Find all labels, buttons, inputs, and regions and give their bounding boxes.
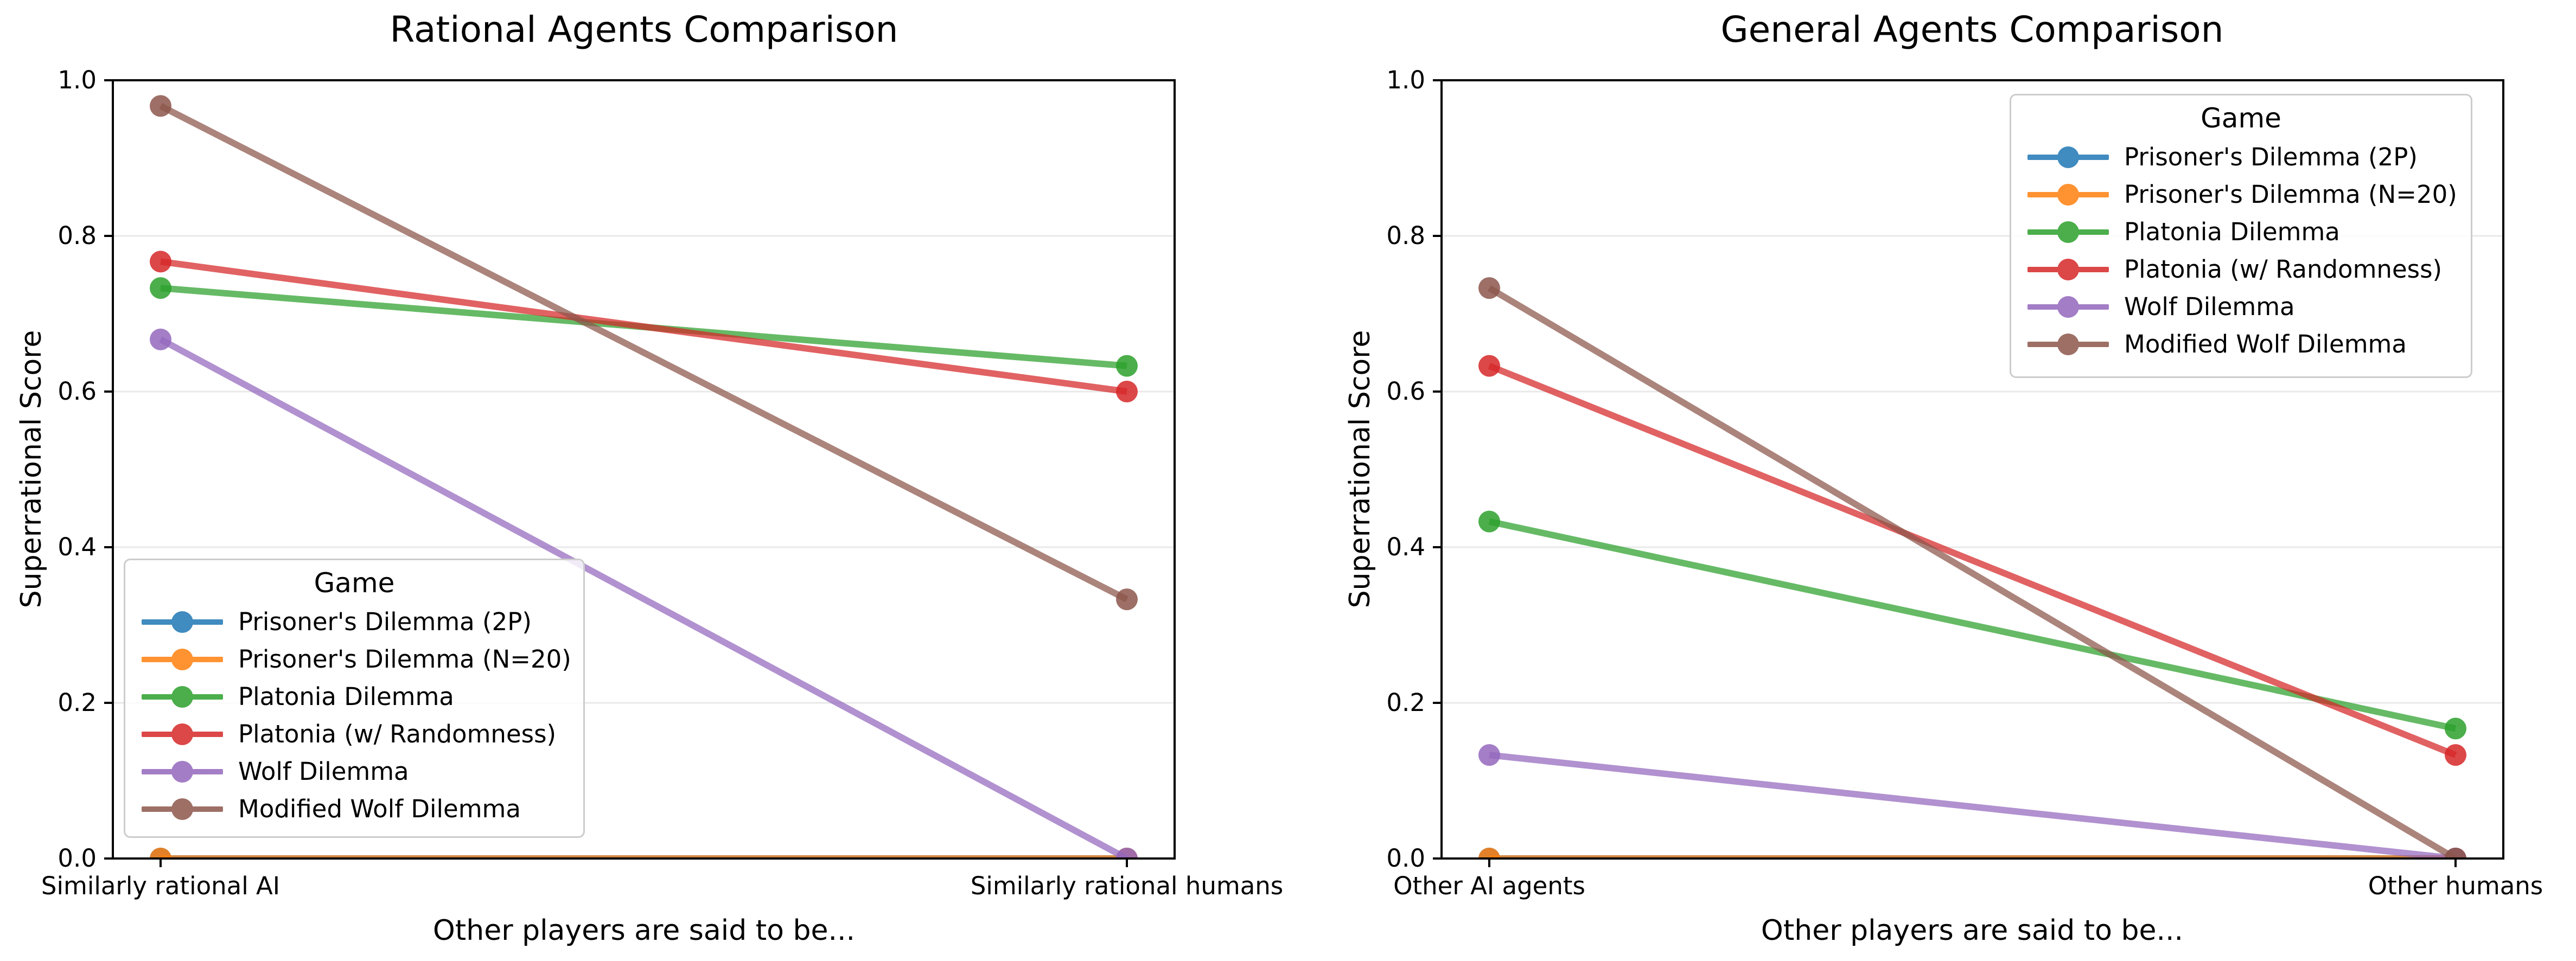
chart-general-agents: General Agents Comparison Superrational … [1288, 0, 2576, 961]
y-tick-label: 0.2 [1386, 688, 1425, 717]
legend-line-marker-swatch [142, 685, 223, 709]
legend-label: Prisoner's Dilemma (N=20) [238, 645, 571, 674]
series-group [1478, 277, 2466, 859]
legend-line-marker-swatch [142, 722, 223, 746]
legend-item: Platonia (w/ Randomness) [142, 715, 567, 753]
y-tick-label: 0.0 [58, 844, 97, 873]
data-point-marker [1478, 744, 1500, 766]
series-line [159, 336, 1128, 859]
legend-label: Platonia (w/ Randomness) [2124, 255, 2443, 284]
series-line [160, 258, 1127, 395]
legend-items: Prisoner's Dilemma (2P) Prisoner's Dilemm… [142, 603, 571, 828]
x-axis-label: Other players are said to be... [432, 914, 856, 947]
legend-label: Platonia Dilemma [238, 682, 454, 711]
data-point-marker [1478, 510, 1500, 533]
y-tick-label: 1.0 [1386, 66, 1425, 94]
legend: Game Prisoner's Dilemma (2P) Prisoner's D… [2010, 94, 2472, 378]
legend-item: Platonia Dilemma [142, 678, 567, 715]
legend-items: Prisoner's Dilemma (2P) Prisoner's Dilemm… [2027, 138, 2457, 363]
data-point-marker [1478, 355, 1500, 377]
y-tick-label: 0.4 [58, 533, 97, 561]
legend-label: Wolf Dilemma [2124, 292, 2295, 321]
data-point-marker [150, 251, 171, 273]
legend-line-marker-swatch [142, 648, 223, 671]
legend-label: Prisoner's Dilemma (N=20) [2124, 180, 2457, 209]
data-point-marker [1478, 277, 1500, 299]
legend-item: Prisoner's Dilemma (2P) [2027, 138, 2454, 176]
chart-rational-agents: Rational Agents Comparison Superrational… [15, 9, 1284, 947]
legend-label: Modified Wolf Dilemma [238, 795, 521, 823]
data-point-marker [2445, 744, 2466, 766]
axes-spines [112, 79, 1176, 860]
x-tick-label: Similarly rational AI [41, 872, 280, 900]
legend: Game Prisoner's Dilemma (2P) Prisoner's D… [124, 559, 585, 838]
series-line [1487, 285, 2458, 859]
y-tick-label: 0.6 [58, 377, 97, 406]
y-tick-label: 0.8 [1386, 221, 1425, 250]
data-point-marker [1478, 848, 1500, 859]
series-line [1488, 518, 2457, 732]
series-line [1489, 752, 2456, 859]
y-tick-label: 1.0 [58, 66, 97, 94]
data-point-marker [1116, 588, 1138, 611]
y-axis-label: Superrational Score [15, 330, 48, 608]
chart-title: General Agents Comparison [1720, 9, 2224, 50]
legend-line-marker-swatch [2027, 258, 2109, 281]
y-axis-label: Superrational Score [1344, 330, 1376, 608]
y-tick-label: 0.4 [1386, 533, 1425, 561]
legend-line-marker-swatch [2027, 220, 2109, 244]
legend-title: Game [2201, 102, 2281, 134]
legend-line-marker-swatch [2027, 295, 2109, 319]
data-point-marker [150, 848, 171, 859]
y-tick-label: 0.2 [58, 688, 97, 717]
legend-line-marker-swatch [142, 610, 223, 634]
legend-item: Prisoner's Dilemma (N=20) [2027, 176, 2457, 213]
chart-title: Rational Agents Comparison [390, 9, 898, 50]
series-line [159, 103, 1128, 603]
legend-line-marker-swatch [2027, 332, 2109, 356]
legend-line-marker-swatch [2027, 183, 2109, 207]
legend-label: Platonia Dilemma [2124, 217, 2340, 246]
data-point-marker [1116, 848, 1138, 859]
series-line [1488, 363, 2457, 758]
legend-item: Prisoner's Dilemma (N=20) [142, 640, 571, 678]
axes-spines [1440, 79, 2504, 860]
legend-item: Platonia Dilemma [2027, 213, 2454, 251]
data-point-marker [2445, 848, 2466, 859]
legend-item: Platonia (w/ Randomness) [2027, 251, 2454, 288]
legend-item: Wolf Dilemma [142, 753, 567, 790]
x-tick-label: Other AI agents [1393, 872, 1585, 900]
legend-item: Prisoner's Dilemma (2P) [142, 603, 567, 640]
legend-item: Modified Wolf Dilemma [142, 790, 567, 828]
data-point-marker [2445, 717, 2466, 740]
x-axis-label: Other players are said to be... [1761, 914, 2184, 947]
legend-label: Prisoner's Dilemma (2P) [238, 607, 532, 636]
legend-line-marker-swatch [142, 760, 223, 784]
y-tick-label: 0.8 [58, 221, 97, 250]
legend-item: Modified Wolf Dilemma [2027, 325, 2454, 363]
legend-line-marker-swatch [142, 797, 223, 821]
data-point-marker [150, 328, 171, 350]
legend-title: Game [314, 567, 395, 599]
plot-area-canvas [104, 79, 1176, 867]
data-point-marker [150, 277, 171, 299]
legend-label: Prisoner's Dilemma (2P) [2124, 143, 2418, 171]
series-group [150, 95, 1138, 859]
y-tick-label: 0.0 [1386, 844, 1425, 873]
legend-label: Modified Wolf Dilemma [2124, 330, 2407, 358]
data-point-marker [1116, 355, 1138, 377]
legend-label: Platonia (w/ Randomness) [238, 720, 557, 748]
x-tick-label: Other humans [2368, 872, 2543, 900]
legend-line-marker-swatch [2027, 145, 2109, 169]
data-point-marker [1116, 381, 1138, 402]
y-tick-label: 0.6 [1386, 377, 1425, 406]
x-tick-label: Similarly rational humans [970, 872, 1284, 900]
data-point-marker [150, 95, 171, 117]
plot-area-canvas [1433, 79, 2504, 867]
legend-label: Wolf Dilemma [238, 757, 409, 786]
legend-item: Wolf Dilemma [2027, 288, 2454, 325]
